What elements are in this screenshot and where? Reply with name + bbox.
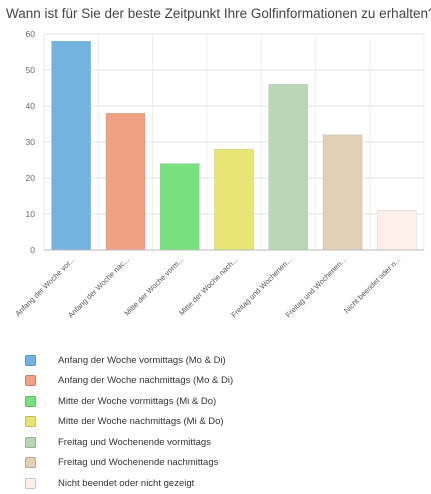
legend-item: Anfang der Woche nachmittags (Mo & Di) [25, 371, 233, 392]
legend-swatch [25, 375, 36, 387]
legend-item: Mitte der Woche nachmittags (Mi & Do) [25, 412, 233, 433]
bar [214, 148, 254, 251]
bar [377, 210, 417, 251]
bar-chart: 0 10 20 30 40 50 60 Anfang der Woche vor...Anfa… [13, 29, 425, 320]
legend-swatch [25, 457, 36, 469]
bar [51, 40, 91, 251]
y-tick-label: 50 [26, 65, 36, 75]
legend-label: Mitte der Woche nachmittags (Mi & Do) [58, 416, 224, 428]
bar [105, 112, 146, 251]
legend-label: Anfang der Woche nachmittags (Mo & Di) [58, 375, 234, 387]
legend-item: Freitag und Wochenende vormittags [25, 432, 233, 453]
y-tick-label: 30 [26, 137, 36, 147]
bar [268, 84, 309, 251]
legend-swatch [25, 395, 36, 407]
y-tick-label: 10 [26, 209, 36, 219]
legend-swatch [25, 354, 36, 366]
y-tick-label: 40 [26, 101, 36, 111]
chart-legend: Anfang der Woche vormittags (Mo & Di) Anf… [25, 350, 233, 494]
y-tick-label: 20 [26, 173, 36, 183]
x-tick-label: Mitte der Woche nach... [177, 255, 239, 317]
legend-item: Mitte der Woche vormittags (Mi & Do) [25, 391, 233, 412]
y-tick-label: 0 [30, 245, 35, 255]
x-tick-label: Anfang der Woche vor... [13, 255, 76, 318]
legend-label: Freitag und Wochenende nachmittags [58, 457, 219, 469]
legend-swatch [25, 436, 36, 448]
legend-label: Mitte der Woche vormittags (Mi & Do) [58, 395, 217, 407]
legend-label: Freitag und Wochenende vormittags [58, 436, 211, 448]
y-tick-label: 60 [26, 29, 36, 39]
legend-label: Nicht beendet oder nicht gezeigt [58, 477, 195, 489]
legend-item: Nicht beendet oder nicht gezeigt [25, 473, 233, 494]
chart-title: Wann ist für Sie der beste Zeitpunkt Ihr… [6, 6, 431, 21]
legend-item: Anfang der Woche vormittags (Mo & Di) [25, 350, 233, 371]
legend-label: Anfang der Woche vormittags (Mo & Di) [58, 354, 226, 366]
legend-swatch [25, 477, 36, 489]
bar [322, 134, 363, 251]
legend-swatch [25, 416, 36, 428]
legend-item: Freitag und Wochenende nachmittags [25, 453, 233, 474]
x-tick-label: Freitag und Wochenen... [229, 255, 293, 319]
x-tick-label: Mitte der Woche vorm... [123, 255, 186, 318]
x-tick-label: Nicht beendet oder n... [342, 255, 402, 315]
x-tick-label: Anfang der Woche nac... [66, 255, 131, 320]
x-tick-label: Freitag und Wochenen... [284, 255, 348, 319]
bar [159, 163, 200, 251]
